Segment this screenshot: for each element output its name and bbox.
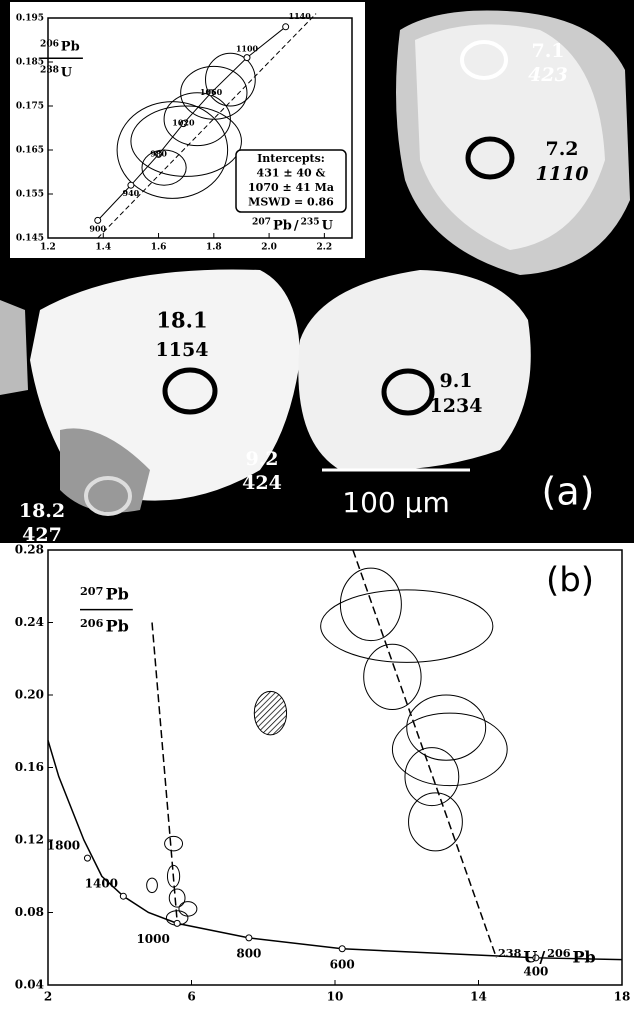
y-tick-label: 0.195 (16, 14, 44, 24)
panel-label: (b) (546, 561, 594, 601)
axis-label: Pb (273, 219, 292, 234)
x-tick-label: 1.2 (40, 243, 56, 253)
axis-label: 207 (252, 217, 271, 228)
age-label: 1060 (200, 87, 223, 97)
x-tick-label: 2 (44, 990, 52, 1004)
spot-id: 9.2 (245, 448, 278, 470)
x-tick-label: 10 (327, 990, 344, 1004)
ellipse (392, 713, 507, 786)
axis-label: Pb (61, 40, 80, 55)
y-tick-label: 0.165 (16, 146, 44, 156)
discordia (353, 550, 497, 958)
axis-label: Pb (106, 585, 129, 604)
spot-id: 7.1 (531, 40, 564, 62)
y-tick-label: 0.16 (15, 760, 44, 774)
axis-label: 206 (40, 39, 59, 50)
age-label: 600 (330, 957, 355, 971)
age-marker (84, 855, 90, 861)
y-tick-label: 0.175 (16, 102, 44, 112)
axis-label: 206 (547, 946, 571, 960)
annotation: MSWD = 0.86 (248, 196, 334, 209)
discordia (152, 623, 177, 922)
spot-age: 1110 (536, 163, 589, 185)
panel-label: (a) (542, 470, 595, 514)
ellipse (147, 878, 158, 893)
x-tick-label: 2.2 (317, 243, 333, 253)
ellipse (405, 748, 459, 806)
age-marker (244, 55, 250, 61)
age-label: 1020 (172, 118, 195, 128)
x-tick-label: 18 (614, 990, 631, 1004)
ellipse (254, 691, 286, 735)
y-tick-label: 0.24 (15, 615, 44, 629)
ellipse (407, 695, 486, 760)
age-label: 1800 (47, 839, 80, 853)
axis-label: Pb (106, 617, 129, 636)
axis-label: 235 (301, 217, 320, 228)
concordia-curve (48, 740, 622, 959)
age-label: 1400 (85, 877, 118, 891)
y-tick-label: 0.20 (15, 688, 44, 702)
y-tick-label: 0.155 (16, 190, 44, 200)
ellipse (364, 644, 421, 709)
y-tick-label: 0.12 (15, 833, 44, 847)
age-marker (246, 935, 252, 941)
scale-bar-label: 100 µm (342, 486, 449, 519)
age-label: 1100 (236, 44, 259, 54)
annotation: 431 ± 40 & (257, 167, 326, 180)
y-tick-label: 0.28 (15, 543, 44, 557)
age-marker (120, 893, 126, 899)
age-label: 800 (236, 946, 261, 960)
age-marker (174, 920, 180, 926)
x-tick-label: 2.0 (261, 243, 277, 253)
annotation: Intercepts: (257, 152, 325, 165)
page: {"image_panel":{"panel_label":"(a)","sca… (0, 0, 634, 1015)
axis-label: 206 (80, 616, 104, 630)
axis-label: 238 (40, 65, 59, 76)
axis-label: Pb (573, 948, 596, 967)
y-tick-label: 0.04 (15, 978, 44, 992)
annotation: 1070 ± 41 Ma (248, 181, 334, 194)
age-marker (283, 24, 289, 30)
y-tick-label: 0.145 (16, 234, 44, 244)
spot-id: 9.1 (439, 370, 472, 392)
y-tick-label: 0.08 (15, 905, 44, 919)
figure: 7.1 423 7.2 1110 18.1 1154 9.1 1234 9.2 … (0, 0, 634, 1015)
age-label: 980 (150, 148, 167, 158)
spot-id: 7.2 (545, 138, 578, 160)
age-label: 900 (89, 223, 106, 233)
axis-label: U (322, 219, 334, 234)
ellipse (169, 889, 185, 907)
spot-age: 1234 (430, 395, 483, 417)
x-tick-label: 6 (187, 990, 195, 1004)
ellipse (165, 836, 183, 851)
ellipse (409, 793, 463, 851)
x-tick-label: 1.6 (151, 243, 167, 253)
x-tick-label: 1.4 (95, 243, 111, 253)
axis-label: / (294, 219, 299, 234)
axis-label: 207 (80, 584, 103, 598)
x-tick-label: 14 (470, 990, 487, 1004)
spot-age: 424 (242, 472, 282, 494)
spot-age: 423 (528, 64, 568, 86)
axis-label: U (523, 948, 537, 967)
age-label: 1140 (289, 11, 312, 21)
plot-frame (48, 550, 622, 985)
axis-label: 238 (498, 946, 522, 960)
axis-label: U (61, 66, 73, 81)
axis-label: / (539, 948, 545, 967)
grain (0, 300, 28, 395)
ellipse (340, 568, 401, 641)
age-label: 1000 (136, 932, 169, 946)
age-label: 940 (123, 188, 140, 198)
spot-id: 18.1 (156, 308, 207, 333)
age-marker (339, 946, 345, 952)
spot-id: 18.2 (19, 500, 65, 522)
ellipse (179, 902, 197, 917)
spot-age: 1154 (156, 339, 209, 361)
x-tick-label: 1.8 (206, 243, 222, 253)
